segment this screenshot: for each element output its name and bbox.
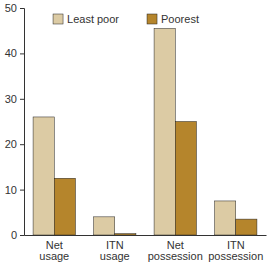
- x-tick-label: Netpossession: [148, 239, 203, 263]
- y-tick-label: 40: [5, 47, 17, 59]
- y-tick-mark: [20, 53, 24, 54]
- x-tick: ITNusage: [100, 235, 130, 262]
- x-tick-label: Netusage: [39, 239, 69, 263]
- legend-label: Poorest: [161, 13, 199, 25]
- y-axis-line: [20, 9, 25, 236]
- bar: [236, 219, 257, 235]
- x-tick: ITNpossession: [208, 235, 263, 262]
- x-tick-label-line: Net: [167, 239, 184, 251]
- y-axis: 0 10 20 30 40 50: [5, 2, 25, 241]
- x-tick-label-line: ITN: [106, 239, 124, 251]
- legend-swatch: [147, 14, 157, 24]
- bar: [175, 122, 196, 236]
- plot: 01020304050NetusageITNusageNetpossession…: [5, 2, 267, 262]
- legend: Least poor Poorest: [53, 13, 199, 25]
- x-axis: NetusageITNusageNetpossessionITNpossessi…: [25, 235, 267, 262]
- bars: [33, 28, 257, 235]
- x-tick-label-line: possession: [148, 250, 203, 262]
- x-tick-label: ITNpossession: [208, 239, 263, 263]
- y-tick: 50: [5, 2, 24, 14]
- bar: [154, 28, 175, 235]
- y-tick-mark: [20, 190, 24, 191]
- bar: [33, 117, 54, 235]
- x-tick-label-line: ITN: [227, 239, 245, 251]
- x-tick: Netpossession: [148, 235, 203, 262]
- x-tick-label-line: usage: [39, 250, 69, 262]
- bar: [215, 201, 236, 235]
- y-tick: 40: [5, 47, 24, 59]
- legend-swatch: [53, 14, 63, 24]
- y-tick: 30: [5, 93, 24, 105]
- legend-item: Least poor: [53, 13, 119, 25]
- y-tick-label: 10: [5, 184, 17, 196]
- x-tick: Netusage: [39, 235, 69, 262]
- y-tick-mark: [20, 8, 24, 9]
- y-tick: 20: [5, 138, 24, 150]
- legend-item: Poorest: [147, 13, 199, 25]
- bar: [115, 234, 136, 235]
- x-tick-label: ITNusage: [100, 239, 130, 263]
- y-tick: 10: [5, 184, 24, 196]
- bar: [54, 178, 75, 235]
- y-tick-mark: [20, 99, 24, 100]
- x-tick-label-line: Net: [46, 239, 63, 251]
- y-tick-mark: [20, 235, 24, 236]
- x-tick-label-line: possession: [208, 250, 263, 262]
- x-tick-label-line: usage: [100, 250, 130, 262]
- chart: 01020304050NetusageITNusageNetpossession…: [0, 0, 272, 271]
- y-tick-label: 30: [5, 93, 17, 105]
- y-tick-label: 0: [11, 229, 17, 241]
- bar: [94, 217, 115, 235]
- y-tick-mark: [20, 144, 24, 145]
- x-axis-line: [25, 235, 267, 236]
- y-tick-label: 20: [5, 138, 17, 150]
- legend-label: Least poor: [67, 13, 119, 25]
- y-tick: 0: [11, 229, 24, 241]
- y-tick-label: 50: [5, 2, 17, 14]
